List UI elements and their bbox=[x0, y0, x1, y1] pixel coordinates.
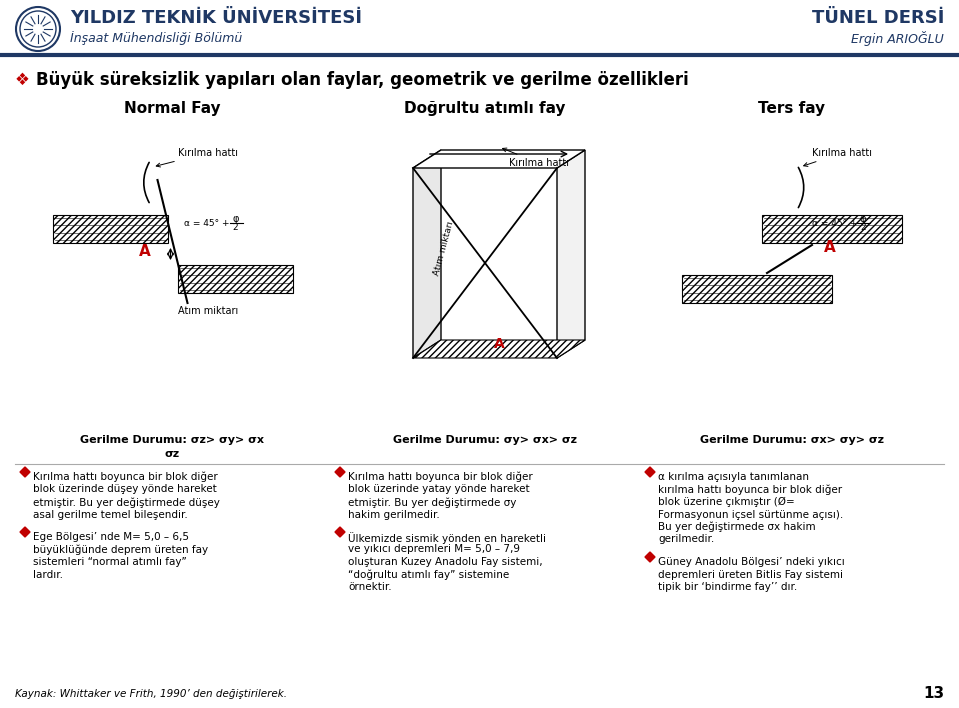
Polygon shape bbox=[20, 527, 30, 537]
Polygon shape bbox=[335, 467, 345, 477]
Text: ve yıkıcı depremleri M= 5,0 – 7,9: ve yıkıcı depremleri M= 5,0 – 7,9 bbox=[348, 544, 520, 554]
Text: büyüklüğünde deprem üreten fay: büyüklüğünde deprem üreten fay bbox=[33, 544, 208, 555]
Text: 2: 2 bbox=[860, 222, 866, 232]
Text: etmiştir. Bu yer değiştirmede düşey: etmiştir. Bu yer değiştirmede düşey bbox=[33, 497, 220, 508]
Text: blok üzerinde yatay yönde hareket: blok üzerinde yatay yönde hareket bbox=[348, 484, 529, 494]
Text: Doğrultu atımlı fay: Doğrultu atımlı fay bbox=[405, 101, 566, 115]
Text: Atım miktarı: Atım miktarı bbox=[433, 219, 456, 276]
Text: gerilmedir.: gerilmedir. bbox=[658, 535, 714, 544]
Text: asal gerilme temel bileşendir.: asal gerilme temel bileşendir. bbox=[33, 510, 188, 520]
Text: Kırılma hattı boyunca bir blok diğer: Kırılma hattı boyunca bir blok diğer bbox=[33, 472, 218, 482]
Polygon shape bbox=[762, 215, 902, 243]
Text: blok üzerine çıkmıştır (Ø=: blok üzerine çıkmıştır (Ø= bbox=[658, 497, 795, 507]
Text: Ege Bölgesi’ nde M= 5,0 – 6,5: Ege Bölgesi’ nde M= 5,0 – 6,5 bbox=[33, 532, 189, 542]
Text: α kırılma açısıyla tanımlanan: α kırılma açısıyla tanımlanan bbox=[658, 472, 809, 482]
Text: tipik bir ‘bindirme fay’’ dır.: tipik bir ‘bindirme fay’’ dır. bbox=[658, 582, 797, 592]
Text: Kırılma hattı: Kırılma hattı bbox=[156, 148, 238, 167]
Text: Büyük süreksizlik yapıları olan faylar, geometrik ve gerilme özellikleri: Büyük süreksizlik yapıları olan faylar, … bbox=[36, 71, 689, 89]
Text: Kırılma hattı: Kırılma hattı bbox=[503, 148, 569, 168]
Polygon shape bbox=[177, 265, 292, 293]
Text: Kırılma hattı boyunca bir blok diğer: Kırılma hattı boyunca bir blok diğer bbox=[348, 472, 533, 482]
Text: etmiştir. Bu yer değiştirmede σy: etmiştir. Bu yer değiştirmede σy bbox=[348, 497, 516, 508]
Polygon shape bbox=[413, 150, 585, 168]
Text: depremleri üreten Bitlis Fay sistemi: depremleri üreten Bitlis Fay sistemi bbox=[658, 569, 843, 580]
Text: φ: φ bbox=[232, 214, 239, 224]
Text: Kaynak: Whittaker ve Frith, 1990’ den değiştirilerek.: Kaynak: Whittaker ve Frith, 1990’ den de… bbox=[15, 689, 287, 699]
Text: lardır.: lardır. bbox=[33, 569, 63, 580]
Text: Normal Fay: Normal Fay bbox=[124, 101, 221, 115]
Text: Ergin ARIOĞLU: Ergin ARIOĞLU bbox=[852, 30, 944, 45]
Text: örnektir.: örnektir. bbox=[348, 582, 391, 592]
Text: Gerilme Durumu: σz> σy> σx: Gerilme Durumu: σz> σy> σx bbox=[81, 435, 265, 445]
Text: Ters fay: Ters fay bbox=[759, 101, 826, 115]
Text: Ülkemizde sismik yönden en hareketli: Ülkemizde sismik yönden en hareketli bbox=[348, 532, 546, 544]
Text: kırılma hattı boyunca bir blok diğer: kırılma hattı boyunca bir blok diğer bbox=[658, 484, 842, 495]
Text: A: A bbox=[494, 337, 504, 351]
Polygon shape bbox=[645, 467, 655, 477]
Text: σz: σz bbox=[165, 449, 180, 459]
Text: Kırılma hattı: Kırılma hattı bbox=[804, 148, 872, 166]
Text: hakim gerilmedir.: hakim gerilmedir. bbox=[348, 510, 440, 520]
Text: İnşaat Mühendisliği Bölümü: İnşaat Mühendisliği Bölümü bbox=[70, 31, 243, 45]
Polygon shape bbox=[645, 552, 655, 562]
Text: α = 45° +: α = 45° + bbox=[184, 219, 233, 229]
Text: “doğrultu atımlı fay” sistemine: “doğrultu atımlı fay” sistemine bbox=[348, 569, 509, 580]
Text: α = 45° +: α = 45° + bbox=[812, 219, 860, 229]
Text: Gerilme Durumu: σx> σy> σz: Gerilme Durumu: σx> σy> σz bbox=[700, 435, 884, 445]
Text: Güney Anadolu Bölgesi’ ndeki yıkıcı: Güney Anadolu Bölgesi’ ndeki yıkıcı bbox=[658, 557, 845, 567]
Text: 2: 2 bbox=[232, 222, 238, 232]
Text: YILDIZ TEKNİK ÜNİVERSİTESİ: YILDIZ TEKNİK ÜNİVERSİTESİ bbox=[70, 9, 362, 27]
Polygon shape bbox=[682, 275, 832, 303]
Polygon shape bbox=[413, 150, 441, 358]
Text: A: A bbox=[824, 241, 836, 256]
Polygon shape bbox=[557, 150, 585, 358]
Text: Bu yer değiştirmede σx hakim: Bu yer değiştirmede σx hakim bbox=[658, 522, 815, 532]
Text: φ: φ bbox=[860, 214, 867, 224]
Text: Atım miktarı: Atım miktarı bbox=[177, 306, 238, 316]
Polygon shape bbox=[53, 215, 168, 243]
Text: oluşturan Kuzey Anadolu Fay sistemi,: oluşturan Kuzey Anadolu Fay sistemi, bbox=[348, 557, 543, 567]
Text: TÜNEL DERSİ: TÜNEL DERSİ bbox=[811, 9, 944, 27]
Text: ❖: ❖ bbox=[14, 71, 30, 89]
Polygon shape bbox=[413, 340, 585, 358]
Text: 13: 13 bbox=[923, 687, 944, 702]
Polygon shape bbox=[335, 527, 345, 537]
Text: A: A bbox=[139, 244, 151, 260]
Polygon shape bbox=[20, 467, 30, 477]
Text: blok üzerinde düşey yönde hareket: blok üzerinde düşey yönde hareket bbox=[33, 484, 217, 494]
Text: Gerilme Durumu: σy> σx> σz: Gerilme Durumu: σy> σx> σz bbox=[393, 435, 577, 445]
Text: sistemleri “normal atımlı fay”: sistemleri “normal atımlı fay” bbox=[33, 557, 187, 567]
Text: Formasyonun içsel sürtünme açısı).: Formasyonun içsel sürtünme açısı). bbox=[658, 510, 843, 520]
